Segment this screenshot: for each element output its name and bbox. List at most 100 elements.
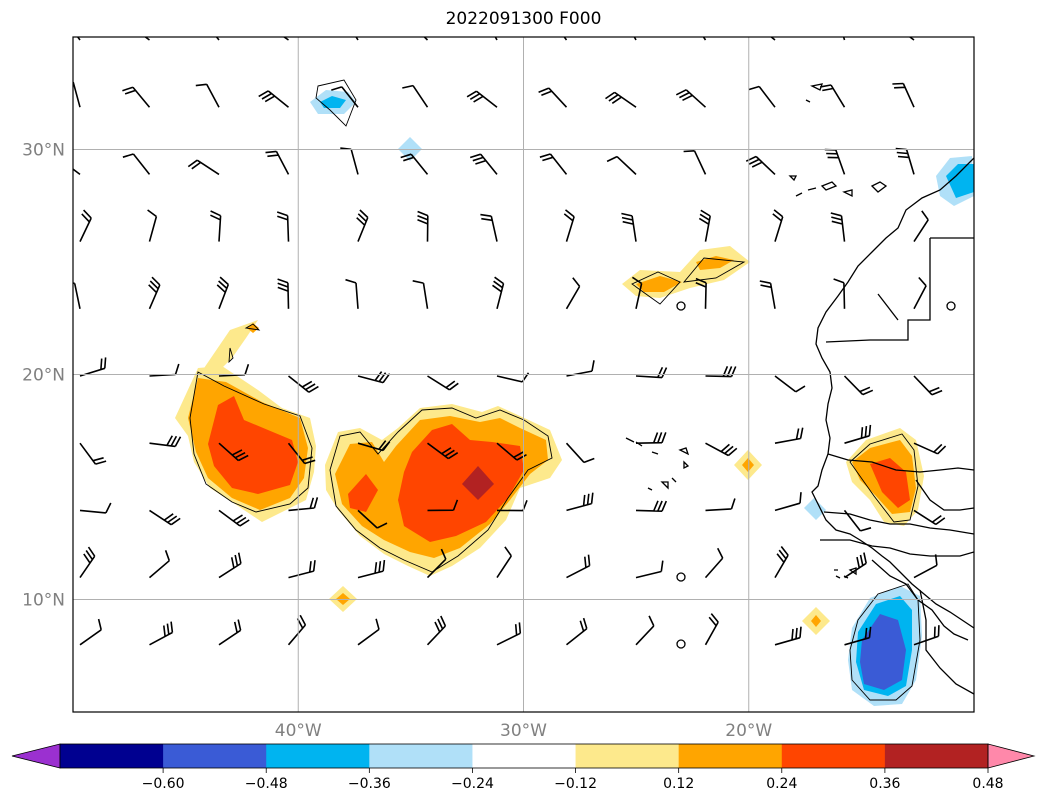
wind-barb [402, 84, 429, 108]
wind-barb [288, 497, 319, 512]
wind-barb [187, 159, 220, 176]
wind-barb [469, 153, 498, 175]
wind-barb [288, 560, 316, 579]
wind-barb [426, 548, 447, 579]
wind-barb [913, 442, 947, 455]
wind-barb [210, 210, 222, 242]
wind-barb [772, 209, 784, 242]
wind-barb [698, 209, 711, 242]
wind-barb [427, 499, 459, 512]
wind-barb [538, 87, 568, 108]
negative-anomaly-northeast-core [946, 164, 974, 198]
wind-barb [704, 547, 724, 579]
canary-islands [788, 175, 888, 198]
wind-barb [144, 37, 150, 41]
colorbar: −0.60 −0.48 −0.36 −0.24 −0.12 0.12 0.24 0.36 0.4… [11, 743, 1036, 792]
wind-barb [563, 209, 575, 242]
wind-barb [913, 210, 929, 243]
wind-barb [844, 552, 867, 579]
wind-barb [820, 84, 846, 108]
positive-anomaly-north-inner2 [696, 256, 734, 270]
negative-anomaly-coast-small [804, 498, 826, 520]
contour-fills [175, 90, 974, 706]
colorbar-extend-low [11, 743, 61, 769]
wind-barb [566, 554, 591, 579]
wind-barb [635, 366, 668, 379]
wind-barb [496, 546, 512, 579]
political-border-4 [827, 453, 974, 473]
wind-barb [466, 90, 498, 108]
cape-verde-islands [625, 437, 690, 491]
wind-barb [195, 83, 220, 108]
wind-barb [149, 435, 182, 448]
wind-barb [427, 375, 459, 391]
wind-barb [149, 509, 181, 526]
wind-barb [282, 37, 289, 41]
wind-barb [566, 492, 594, 512]
colorbar-extend-high [987, 743, 1036, 769]
wind-barb [774, 427, 804, 444]
wind-barb [277, 278, 290, 309]
wind-barb [748, 85, 776, 108]
wind-barb [148, 550, 171, 579]
wind-barb [149, 621, 174, 646]
political-border-3 [877, 293, 899, 321]
wind-barb [774, 546, 789, 579]
wind-barb [218, 509, 250, 527]
wind-barb [606, 155, 637, 175]
map-title: 2022091300 F000 [445, 9, 602, 29]
island-ring-2 [676, 301, 686, 311]
positive-anomaly-west-streak [200, 320, 258, 376]
wind-barb [635, 500, 668, 512]
wind-barb [566, 617, 588, 646]
wind-barb [635, 560, 664, 579]
colorbar-segment [163, 744, 267, 768]
wind-barb [218, 552, 242, 579]
wind-barb [913, 554, 938, 579]
wind-barb [496, 622, 522, 646]
wind-barb [842, 37, 846, 41]
wind-barb [830, 212, 846, 242]
wind-barb [412, 280, 429, 309]
madeira-islands [805, 83, 823, 103]
wind-barb [480, 213, 498, 242]
wind-barb [73, 282, 81, 309]
map-frame [72, 36, 975, 713]
political-border-9 [919, 589, 974, 695]
colorbar-level-label: 0.12 [663, 776, 694, 792]
positive-anomaly-spot-c-core [811, 615, 821, 627]
wind-barb [148, 276, 161, 310]
wind-barb [683, 150, 707, 175]
wind-barb [287, 442, 316, 465]
positive-anomaly-central-core [462, 466, 494, 500]
wind-barb [774, 626, 802, 646]
wind-barb [79, 442, 107, 465]
wind-barb [565, 442, 595, 464]
wind-barb [566, 360, 595, 377]
wind-barb [265, 150, 290, 175]
political-border-6 [823, 511, 974, 535]
lon-tick-label: 30°W [500, 721, 547, 741]
wind-barb [913, 375, 943, 396]
graticule [73, 37, 974, 712]
axis-tick-labels: 30°N 20°N 10°N 40°W 30°W 20°W [22, 141, 772, 742]
wind-barb [621, 212, 637, 242]
wind-barb [675, 89, 707, 108]
wind-barb [73, 168, 81, 176]
wind-barb [340, 147, 359, 175]
contour-north-neg [315, 79, 357, 127]
colorbar-level-label: 0.48 [972, 776, 1003, 792]
negative-anomaly-south-inner2 [860, 614, 906, 690]
wind-barb [79, 618, 102, 646]
wind-barb [913, 509, 946, 526]
wind-barbs [73, 37, 947, 646]
colorbar-segment [472, 744, 577, 768]
wind-barb [122, 153, 151, 175]
coastlines [625, 83, 974, 695]
wind-barb [605, 91, 637, 108]
wind-barb [427, 442, 459, 460]
wind-barb [705, 442, 738, 457]
colorbar-segment [884, 744, 989, 768]
contour-west [189, 371, 313, 513]
wind-barb [331, 86, 359, 108]
